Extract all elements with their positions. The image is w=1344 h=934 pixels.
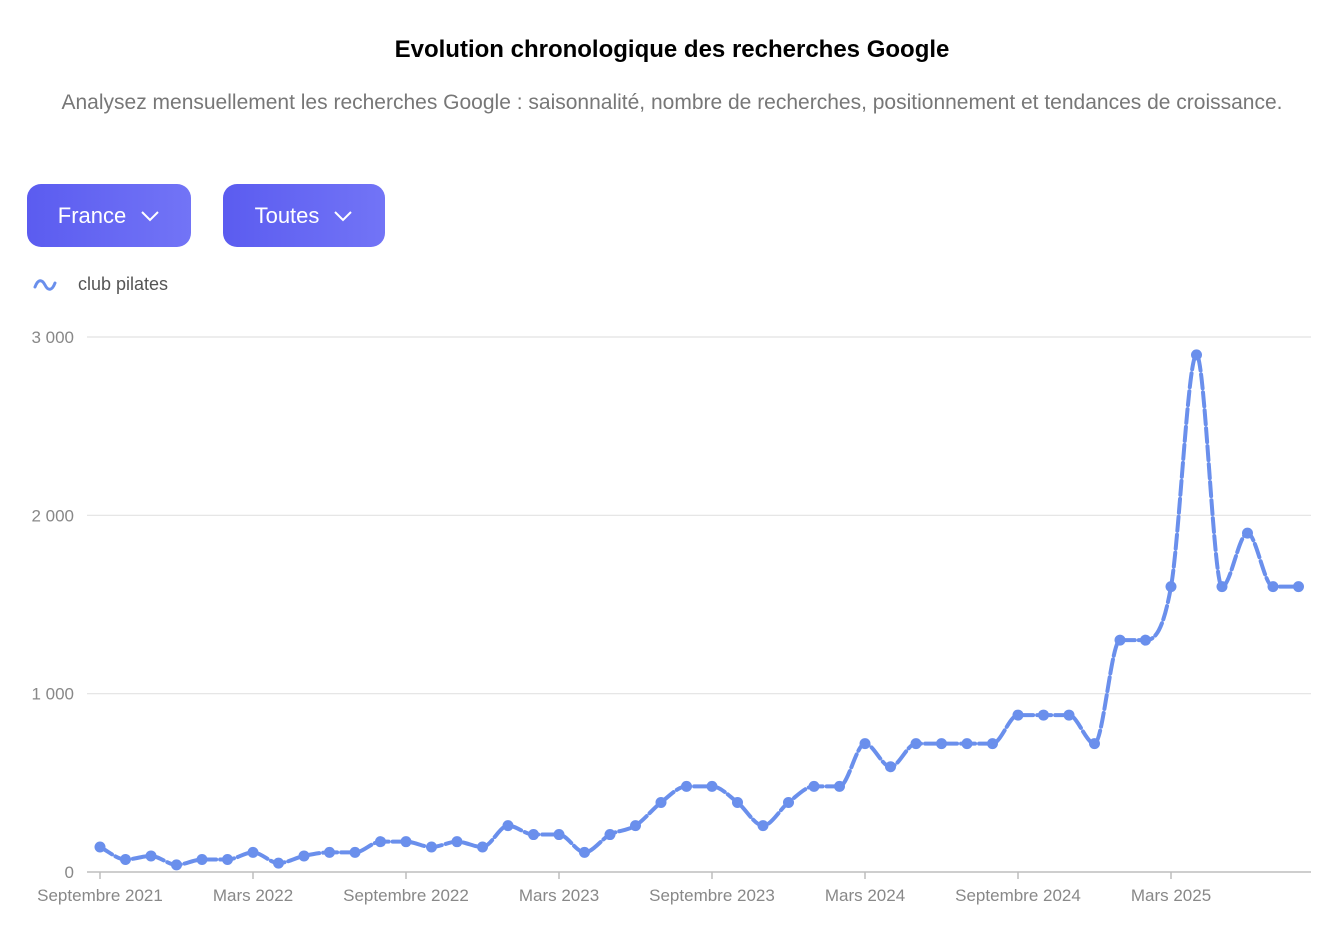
data-point[interactable] [1293,581,1304,593]
data-point[interactable] [936,738,947,750]
data-point[interactable] [1114,634,1126,646]
chart-subtitle: Analysez mensuellement les recherches Go… [61,91,1283,114]
data-point[interactable] [961,738,973,750]
data-point[interactable] [477,841,488,853]
data-point[interactable] [145,850,157,862]
x-tick-label: Septembre 2024 [955,886,1081,905]
data-point[interactable] [1063,709,1075,721]
data-point[interactable] [757,820,769,832]
data-point[interactable] [451,836,463,848]
data-point[interactable] [681,780,692,792]
data-point[interactable] [171,859,182,871]
x-tick-label: Mars 2023 [519,886,599,905]
data-point[interactable] [120,854,131,866]
data-point[interactable] [732,796,743,808]
chevron-down-icon [334,210,353,221]
data-point[interactable] [859,738,871,750]
data-point[interactable] [1165,581,1177,593]
chevron-down-icon [141,210,159,221]
chart-title: Evolution chronologique des recherches G… [394,36,950,63]
x-axis: Septembre 2021 Mars 2022 Septembre 2022 Mar… [37,871,1311,905]
series-club-pilates [94,349,1304,871]
data-point[interactable] [910,738,922,750]
data-point[interactable] [579,846,590,858]
data-point[interactable] [426,841,437,853]
data-point[interactable] [834,780,845,792]
series-line [98,352,1301,867]
type-dropdown[interactable]: Toutes [223,184,385,247]
data-point[interactable] [783,796,794,808]
data-point[interactable] [273,857,284,869]
data-point[interactable] [1012,709,1024,721]
y-tick-label: 0 [65,863,74,882]
data-point[interactable] [502,820,514,832]
legend-label: club pilates [78,274,169,294]
data-point[interactable] [1140,634,1151,646]
data-point[interactable] [196,854,208,866]
data-point[interactable] [1089,738,1100,750]
data-point[interactable] [987,738,998,750]
y-tick-label: 2 000 [31,506,74,525]
data-point[interactable] [706,780,718,792]
data-point[interactable] [528,829,539,841]
country-dropdown-label: France [57,202,127,228]
x-tick-label: Mars 2024 [825,886,905,905]
data-point[interactable] [324,846,335,858]
data-point[interactable] [1267,581,1279,593]
data-point[interactable] [400,836,412,848]
data-point[interactable] [553,829,565,841]
data-point[interactable] [1038,709,1049,721]
y-tick-label: 3 000 [31,328,74,347]
x-tick-label: Mars 2025 [1131,886,1211,905]
data-point[interactable] [808,780,820,792]
data-point[interactable] [1242,527,1253,539]
data-point[interactable] [222,854,233,866]
data-point[interactable] [247,846,259,858]
data-point[interactable] [94,841,106,853]
data-point[interactable] [604,829,616,841]
x-tick-label: Septembre 2021 [37,886,163,905]
data-point[interactable] [655,796,667,808]
wave-icon [33,278,57,291]
line-chart: 0 1 000 2 000 3 000 Septembre 2021 Mars 2022… [31,328,1311,905]
x-tick-label: Septembre 2023 [649,886,775,905]
data-point[interactable] [1216,581,1228,593]
x-tick-label: Septembre 2022 [343,886,469,905]
y-tick-label: 1 000 [31,685,74,704]
data-point[interactable] [630,820,641,832]
x-tick-label: Mars 2022 [213,886,293,905]
y-axis-ticks: 0 1 000 2 000 3 000 [31,328,74,882]
type-dropdown-label: Toutes [254,202,320,228]
data-point[interactable] [885,761,896,773]
data-point[interactable] [1191,349,1202,361]
data-point[interactable] [375,836,386,848]
country-dropdown[interactable]: France [27,184,191,247]
data-point[interactable] [349,846,361,858]
data-point[interactable] [298,850,310,862]
legend-item-club-pilates[interactable]: club pilates [32,274,168,295]
